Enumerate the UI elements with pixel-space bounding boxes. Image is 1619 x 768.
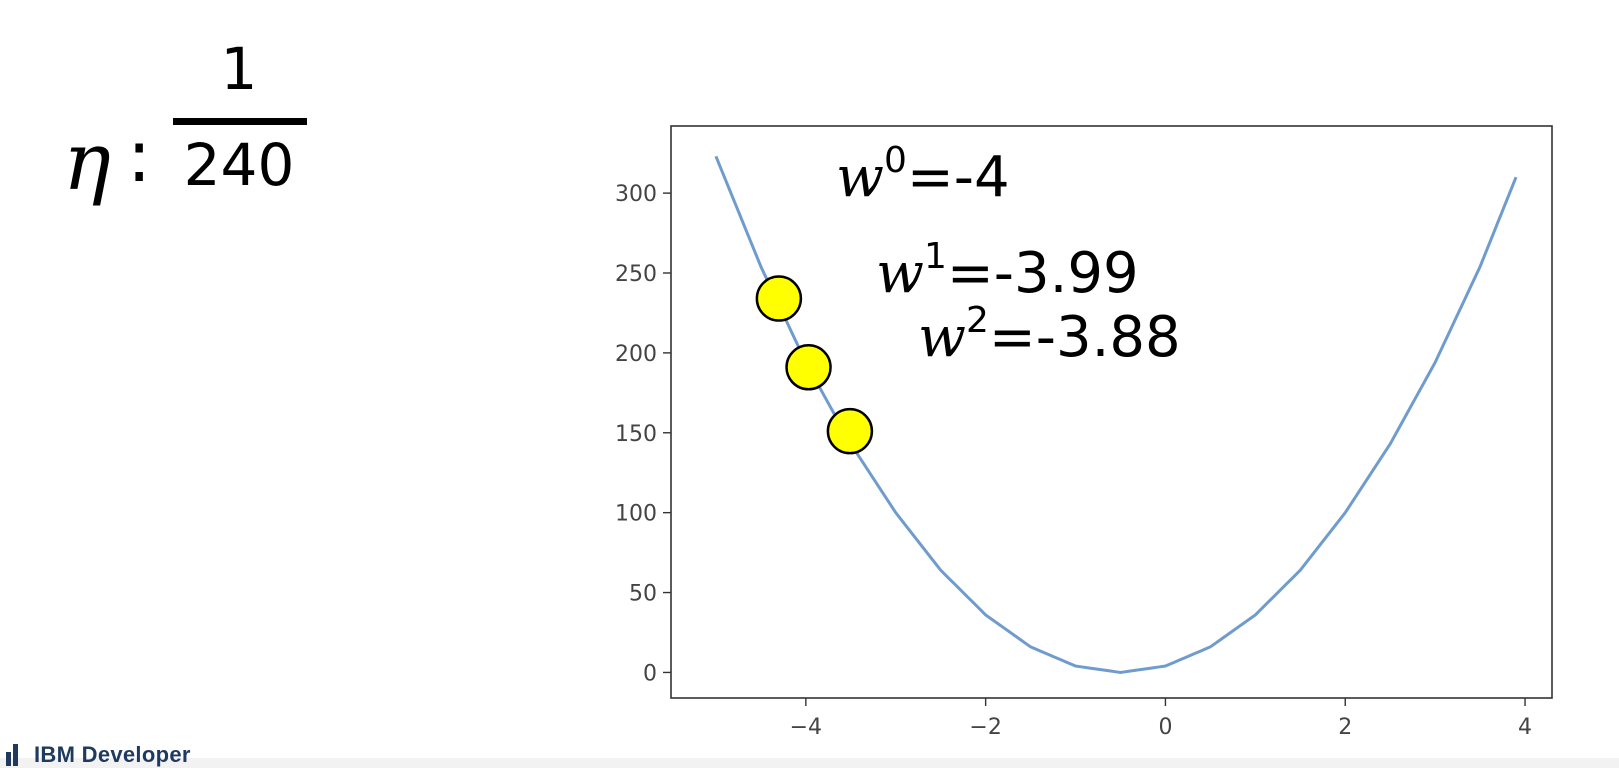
- weight-point: [755, 275, 803, 322]
- ibm-developer-logo: IBM Developer: [0, 742, 191, 768]
- weight-annotation: w0=-4: [836, 140, 1010, 210]
- weight-point: [826, 407, 874, 455]
- learning-rate-formula: η : 1 240: [55, 40, 325, 220]
- annotation-value: =-3.88: [989, 305, 1181, 370]
- annotation-base: w: [876, 241, 924, 306]
- annotation-superscript: 0: [884, 140, 907, 181]
- y-tick-label: 200: [615, 342, 657, 367]
- eta-symbol: η: [63, 115, 111, 208]
- fraction-numerator: 1: [220, 35, 258, 103]
- plot-frame: [670, 125, 1553, 699]
- fraction-bar: [173, 118, 307, 125]
- y-tick-label: 300: [615, 182, 657, 207]
- x-tick-label: 4: [1518, 715, 1532, 740]
- y-tick-label: 150: [615, 422, 657, 447]
- ibm-mark-icon: [0, 744, 26, 766]
- brand-text: IBM Developer: [34, 742, 191, 767]
- x-tick-label: 0: [1158, 715, 1172, 740]
- y-tick-label: 250: [615, 262, 657, 287]
- weight-annotation: w2=-3.88: [918, 300, 1181, 370]
- fraction-denominator: 240: [183, 131, 295, 199]
- x-tick-label: −4: [790, 715, 822, 740]
- weight-point: [785, 344, 832, 391]
- x-tick-label: 2: [1338, 715, 1352, 740]
- annotation-superscript: 1: [924, 236, 947, 277]
- weight-annotation: w1=-3.99: [876, 236, 1139, 306]
- y-tick-label: 50: [629, 582, 657, 607]
- annotation-base: w: [836, 145, 884, 210]
- y-tick-label: 100: [615, 502, 657, 527]
- y-tick-label: 0: [643, 661, 657, 686]
- footer-strip: [0, 758, 1619, 768]
- formula-colon: :: [127, 114, 152, 198]
- annotation-base: w: [918, 305, 966, 370]
- annotation-value: =-3.99: [947, 241, 1139, 306]
- annotation-superscript: 2: [966, 300, 989, 341]
- annotation-value: =-4: [907, 145, 1010, 210]
- x-tick-label: −2: [969, 715, 1001, 740]
